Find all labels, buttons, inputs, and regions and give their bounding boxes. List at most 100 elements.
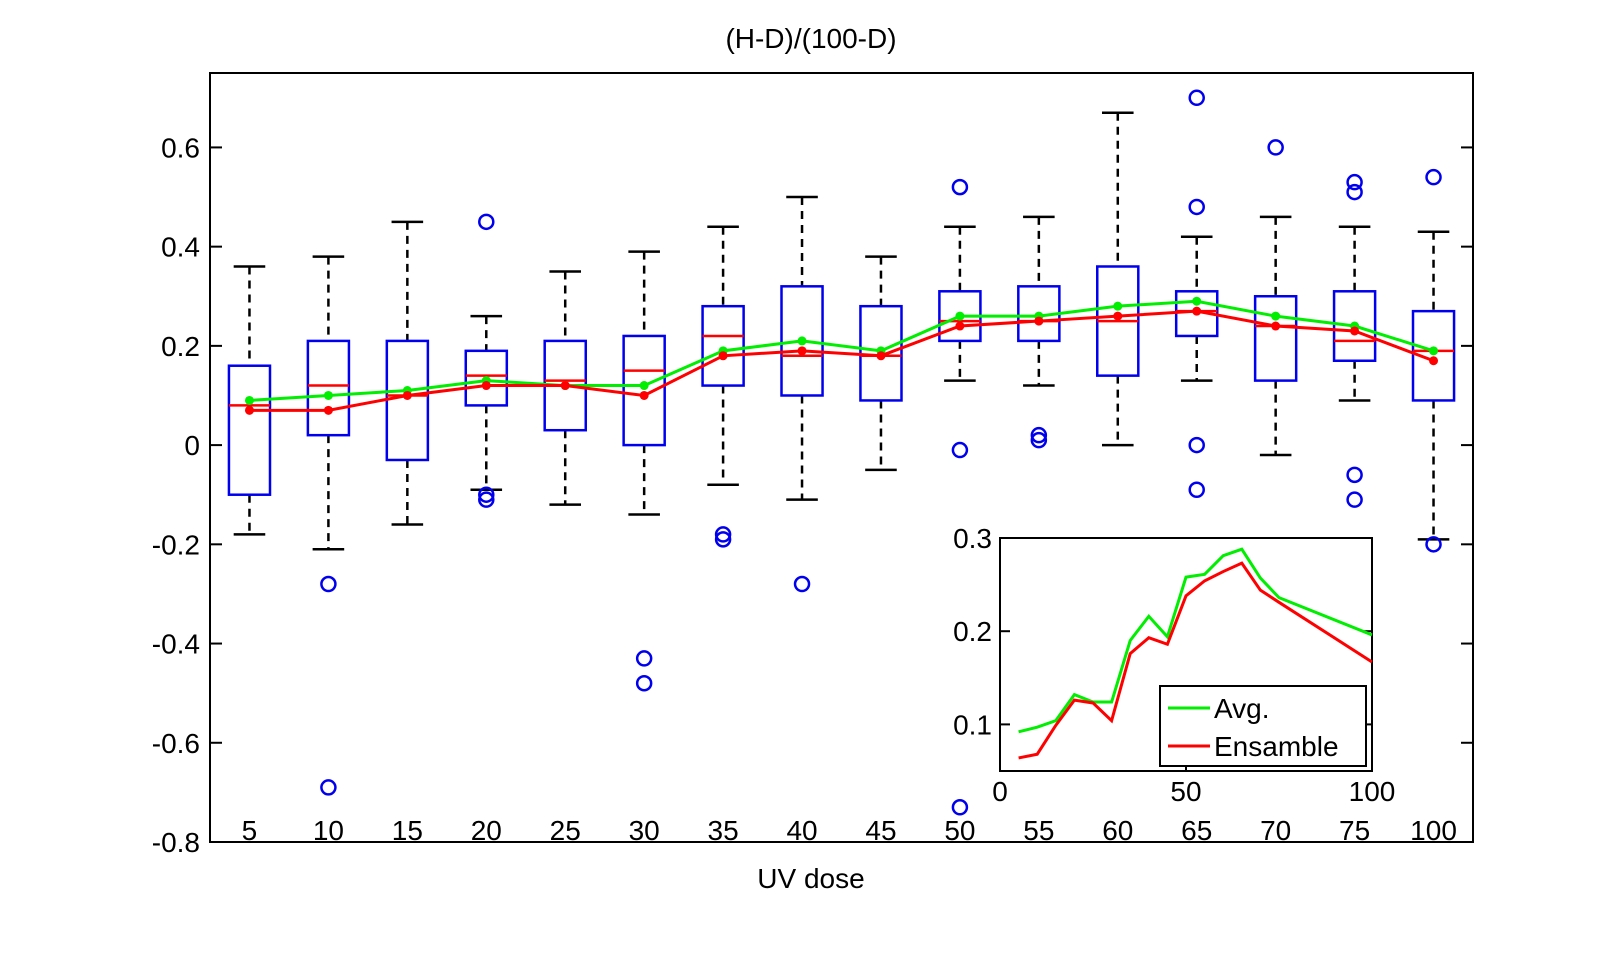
x-tick-label: 20: [471, 815, 502, 846]
outlier: [478, 491, 495, 508]
outlier: [1346, 466, 1363, 484]
ensamble-series-point: [718, 351, 728, 361]
inset-x-tick-label: 50: [1170, 776, 1201, 807]
ensamble-series-point: [323, 405, 333, 415]
ensamble-series-point: [244, 405, 254, 415]
outlier: [1188, 481, 1205, 498]
outlier: [320, 575, 337, 593]
ensamble-series-line: [249, 309, 1435, 412]
box-group: [227, 265, 272, 536]
box-group: [385, 220, 430, 526]
y-tick-label: 0.6: [161, 132, 200, 163]
x-tick-label: 30: [629, 815, 660, 846]
outlier: [951, 799, 969, 816]
outlier: [951, 178, 969, 196]
avg-series-point: [1271, 311, 1281, 321]
y-tick-label: -0.6: [152, 728, 200, 759]
x-tick-label: 65: [1181, 815, 1212, 846]
box-group: [1096, 111, 1140, 447]
outlier: [1188, 89, 1205, 107]
y-tick-label: 0: [184, 430, 200, 461]
outlier: [951, 441, 969, 459]
outlier: [1188, 198, 1205, 216]
legend-label: Avg.: [1214, 693, 1270, 724]
y-tick-label: -0.8: [152, 827, 200, 858]
box-group: [306, 255, 351, 796]
main-plot: -0.8 -0.6 -0.4 -0.2 0 0.2 0.4 0.6 5 10 15 20 25 30 35 4…: [152, 72, 1474, 858]
ensamble-series-point: [797, 346, 807, 356]
x-tick-label: 55: [1023, 815, 1054, 846]
avg-series-point: [1429, 346, 1439, 356]
box: [1411, 309, 1456, 402]
avg-series-point: [955, 311, 965, 321]
y-tick-label: -0.4: [152, 629, 200, 660]
x-tick-label: 25: [550, 815, 581, 846]
y-tick-label: 0.4: [161, 232, 200, 263]
x-tick-label: 70: [1260, 815, 1291, 846]
y-tick-label: 0.2: [161, 331, 200, 362]
box-group: [622, 250, 666, 692]
x-tick-label: 100: [1410, 815, 1457, 846]
outlier: [1267, 139, 1284, 156]
avg-series-point: [1192, 296, 1202, 306]
box-group: [938, 178, 982, 816]
outlier: [1346, 491, 1363, 508]
ensamble-series-point: [1350, 326, 1360, 336]
outlier: [1346, 183, 1363, 201]
inset-ensamble-line: [1018, 561, 1373, 760]
chart-title: (H-D)/(100-D): [725, 23, 896, 54]
ensamble-series-point: [560, 381, 570, 391]
box: [1332, 290, 1377, 363]
x-tick-label: 5: [242, 815, 258, 846]
outlier: [1425, 168, 1442, 186]
avg-series-point: [797, 336, 807, 346]
x-tick-label: 15: [392, 815, 423, 846]
inset-x-tick-label: 100: [1349, 776, 1396, 807]
x-tick-label: 75: [1339, 815, 1370, 846]
outlier: [1346, 173, 1363, 191]
box-group: [701, 225, 745, 548]
outlier: [320, 779, 337, 796]
box-group: [1332, 173, 1377, 508]
box: [1253, 295, 1298, 382]
ensamble-series-point: [1192, 306, 1202, 316]
box: [464, 349, 509, 407]
inset-avg-line: [1018, 547, 1373, 734]
ensamble-series-point: [639, 390, 649, 400]
ensamble-series-point: [481, 381, 491, 391]
box: [306, 339, 351, 437]
inset-y-tick-label: 0.3: [953, 523, 992, 554]
ensamble-series-point: [876, 351, 886, 361]
ensamble-series-point: [1429, 356, 1439, 366]
avg-series-point: [323, 390, 333, 400]
box: [701, 304, 745, 387]
avg-series-point: [639, 381, 649, 391]
box: [622, 334, 666, 447]
x-tick-label: 10: [313, 815, 344, 846]
outlier: [1030, 426, 1048, 444]
avg-series-point: [1113, 301, 1123, 311]
outlier: [793, 575, 811, 593]
ensamble-series-point: [1113, 311, 1123, 321]
box: [227, 364, 272, 496]
inset-y-tick-label: 0.1: [953, 709, 992, 740]
avg-series-line: [249, 299, 1434, 402]
x-tick-label: 50: [944, 815, 975, 846]
inset-y-tick-label: 0.2: [953, 616, 992, 647]
ensamble-series-point: [1034, 316, 1044, 326]
outlier: [1425, 536, 1442, 553]
x-tick-label: 35: [708, 815, 739, 846]
legend-label: Ensamble: [1214, 731, 1339, 762]
legend-box: [1159, 685, 1367, 767]
x-tick-label: 40: [786, 815, 817, 846]
x-tick-label: 60: [1102, 815, 1133, 846]
outlier: [1188, 436, 1205, 454]
inset-plot: 0.1 0.2 0.3 0 50 100 Avg. Ensamble: [953, 523, 1395, 807]
box: [780, 285, 824, 397]
outlier: [478, 213, 495, 231]
y-tick-label: -0.2: [152, 529, 200, 560]
outlier: [478, 486, 495, 503]
outlier: [635, 674, 653, 692]
inset-x-tick-label: 0: [992, 776, 1008, 807]
